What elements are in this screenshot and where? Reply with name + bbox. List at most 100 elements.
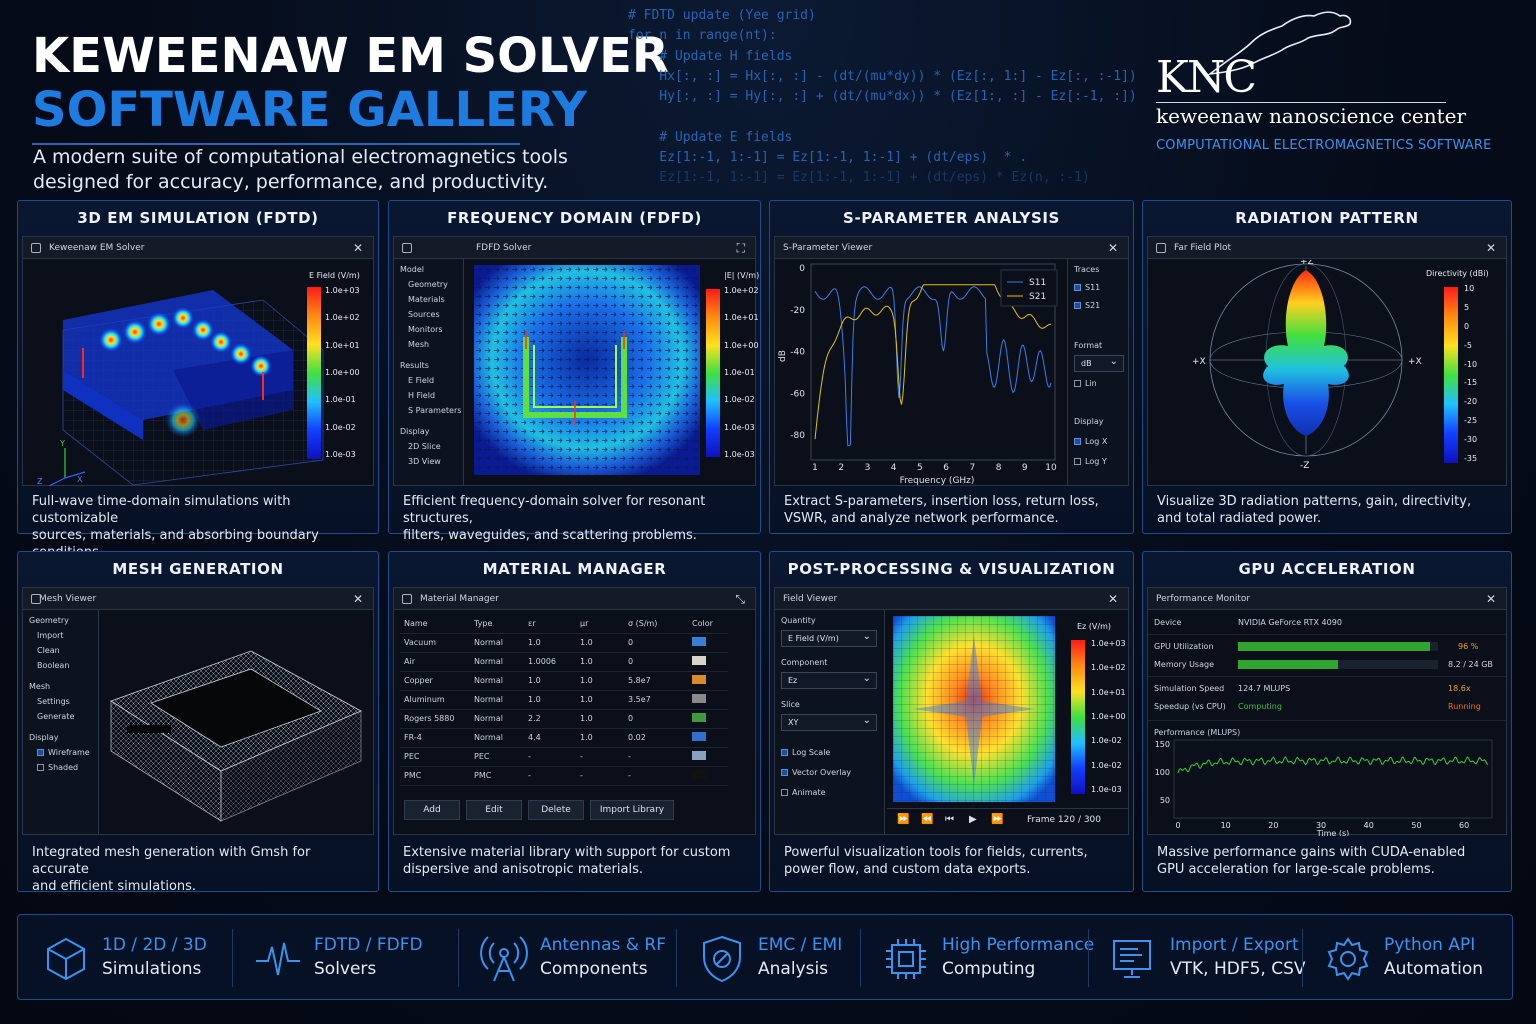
table-row[interactable]: Air Normal 1.0006 1.0 0 (400, 652, 728, 672)
column-header[interactable]: εr (524, 614, 576, 634)
code-line: Ez[1:-1, 1:-1] = Ez[1:-1, 1:-1] + (dt/ep… (628, 150, 1028, 166)
app-window: Material Manager ⤡ Name Type εr μr σ (S/m) Col… (393, 587, 756, 835)
feature-title: Python API (1384, 935, 1476, 955)
component-select[interactable]: Ez (781, 671, 877, 689)
collapse-icon[interactable]: ⤡ (735, 592, 745, 606)
sidebar-item[interactable]: Monitors (408, 325, 443, 334)
logx-checkbox[interactable]: Log X (1074, 437, 1107, 446)
column-header[interactable]: Color (688, 614, 728, 634)
colorbar-tick: 1.0e+02 (1091, 663, 1126, 673)
sidebar-item[interactable]: Boolean (37, 661, 70, 670)
axis-px-label: +X (1408, 357, 1422, 367)
x-tick-label: 4 (891, 463, 897, 473)
vector-overlay-checkbox[interactable]: Vector Overlay (781, 768, 851, 777)
table-row[interactable]: FR-4 Normal 4.4 1.0 0.02 (400, 728, 728, 748)
feature-title: FDTD / FDFD (314, 935, 423, 955)
colorbar-title: Directivity (dBi) (1426, 269, 1489, 278)
card-radiation: RADIATION PATTERN Far Field Plot ✕ +Z -Z … (1142, 200, 1512, 534)
colorbar-tick: 1.0e-03 (325, 450, 356, 459)
colorbar-tick: 1.0e+03 (1091, 639, 1126, 648)
quantity-select[interactable]: E Field (V/m) (781, 629, 877, 647)
sidebar-item[interactable]: E Field (408, 376, 435, 385)
maximize-icon[interactable]: ⛶ (736, 241, 745, 255)
sidebar-item[interactable]: Mesh (408, 340, 430, 349)
colorbar-tick: 1.0e-03 (1091, 785, 1122, 794)
fast-forward-icon[interactable]: ⏩ (897, 814, 910, 825)
table-row[interactable]: Copper Normal 1.0 1.0 5.8e7 (400, 671, 728, 691)
edit-button[interactable]: Edit (466, 800, 522, 820)
window-titlebar: Keweenaw EM Solver ✕ (23, 237, 373, 259)
sidebar-item[interactable]: 3D View (408, 457, 441, 466)
close-icon[interactable]: ✕ (1485, 592, 1496, 606)
card-mesh: MESH GENERATION Mesh Viewer ✕ Geometry Imp… (17, 551, 379, 894)
colorbar-tick: -35 (1464, 454, 1478, 463)
column-header[interactable]: σ (S/m) (624, 614, 688, 634)
colorbar-title: E Field (V/m) (309, 271, 360, 280)
feature-title: Import / Export (1170, 935, 1299, 955)
window-icon (402, 594, 412, 604)
column-header[interactable]: Type (470, 614, 524, 634)
sidebar-item[interactable]: Materials (408, 295, 445, 304)
page-description: A modern suite of computational electrom… (33, 146, 568, 193)
column-header[interactable]: μr (576, 614, 624, 634)
close-icon[interactable]: ✕ (352, 241, 363, 255)
lin-checkbox[interactable]: Lin (1074, 379, 1097, 388)
fdfd-field-plot (474, 265, 700, 475)
close-icon[interactable]: ✕ (352, 592, 363, 606)
rewind-icon[interactable]: ⏪ (921, 814, 934, 825)
import-library-button[interactable]: Import Library (590, 800, 674, 820)
skip-forward-icon[interactable]: ⏩ (991, 814, 1004, 825)
window-title: S-Parameter Viewer (783, 243, 873, 253)
sidebar-item[interactable]: Geometry (408, 280, 448, 289)
colorbar-tick: 1.0e+01 (1091, 687, 1126, 697)
table-row[interactable]: Aluminum Normal 1.0 1.0 3.5e7 (400, 690, 728, 710)
card-description: Powerful visualization tools for fields,… (784, 845, 1088, 877)
step-back-icon[interactable]: ⏮ (945, 814, 954, 825)
s21-checkbox[interactable]: S21 (1074, 301, 1100, 310)
sidebar-item[interactable]: Import (37, 631, 64, 640)
y-tick-label: -80 (790, 431, 805, 441)
sidebar-item[interactable]: S Parameters (408, 406, 462, 415)
traces-label: Traces (1074, 265, 1100, 274)
table-row[interactable]: PEC PEC - - - (400, 747, 728, 767)
close-icon[interactable]: ✕ (1107, 241, 1118, 255)
sidebar-item[interactable]: Shaded (37, 763, 78, 772)
sidebar-item[interactable]: 2D Slice (408, 442, 441, 451)
trace-panel: Traces S11 S21 Format dB Lin Display Log… (1067, 259, 1128, 485)
s11-checkbox[interactable]: S11 (1074, 283, 1100, 292)
window-icon (402, 243, 412, 253)
close-icon[interactable]: ✕ (1107, 592, 1118, 606)
colorbar (307, 287, 321, 459)
sidebar-item[interactable]: Sources (408, 310, 440, 319)
sidebar-item[interactable]: H Field (408, 391, 436, 400)
sidebar-item[interactable]: Wireframe (37, 748, 90, 757)
table-row[interactable]: Vacuum Normal 1.0 1.0 0 (400, 633, 728, 653)
colorbar-tick: 1.0e+02 (325, 313, 360, 323)
column-header[interactable]: Name (400, 614, 470, 634)
axis-nx-label: +X (1192, 357, 1206, 367)
card-description: Visualize 3D radiation patterns, gain, d… (1157, 494, 1472, 526)
computing-status: Computing (1238, 702, 1282, 711)
slice-select[interactable]: XY (781, 713, 877, 731)
logy-checkbox[interactable]: Log Y (1074, 457, 1107, 466)
feature-title: 1D / 2D / 3D (102, 935, 207, 955)
animate-checkbox[interactable]: Animate (781, 788, 826, 797)
play-icon[interactable]: ▶ (969, 814, 977, 825)
delete-button[interactable]: Delete (528, 800, 584, 820)
sidebar-item[interactable]: Settings (37, 697, 70, 706)
gpu-util-value: 96 % (1458, 642, 1479, 651)
speedup-label: Speedup (vs CPU) (1154, 702, 1226, 711)
table-row[interactable]: PMC PMC - - - (400, 766, 728, 786)
sidebar-item[interactable]: Generate (37, 712, 75, 721)
sidebar-item[interactable]: Clean (37, 646, 60, 655)
colorbar-tick: -10 (1464, 359, 1478, 369)
add-button[interactable]: Add (404, 800, 460, 820)
table-row[interactable]: Rogers 5880 Normal 2.2 1.0 0 (400, 709, 728, 729)
close-icon[interactable]: ✕ (1485, 241, 1496, 255)
format-select[interactable]: dB (1074, 354, 1124, 372)
y-axis-label: dB (778, 350, 788, 362)
colorbar-tick: -30 (1464, 435, 1478, 445)
sidebar-header: Display (400, 427, 430, 436)
app-window: S-Parameter Viewer ✕ 0 -20 -40 -60 -80 1 2 3 4 5 6 7… (774, 236, 1129, 486)
log-scale-checkbox[interactable]: Log Scale (781, 748, 830, 757)
